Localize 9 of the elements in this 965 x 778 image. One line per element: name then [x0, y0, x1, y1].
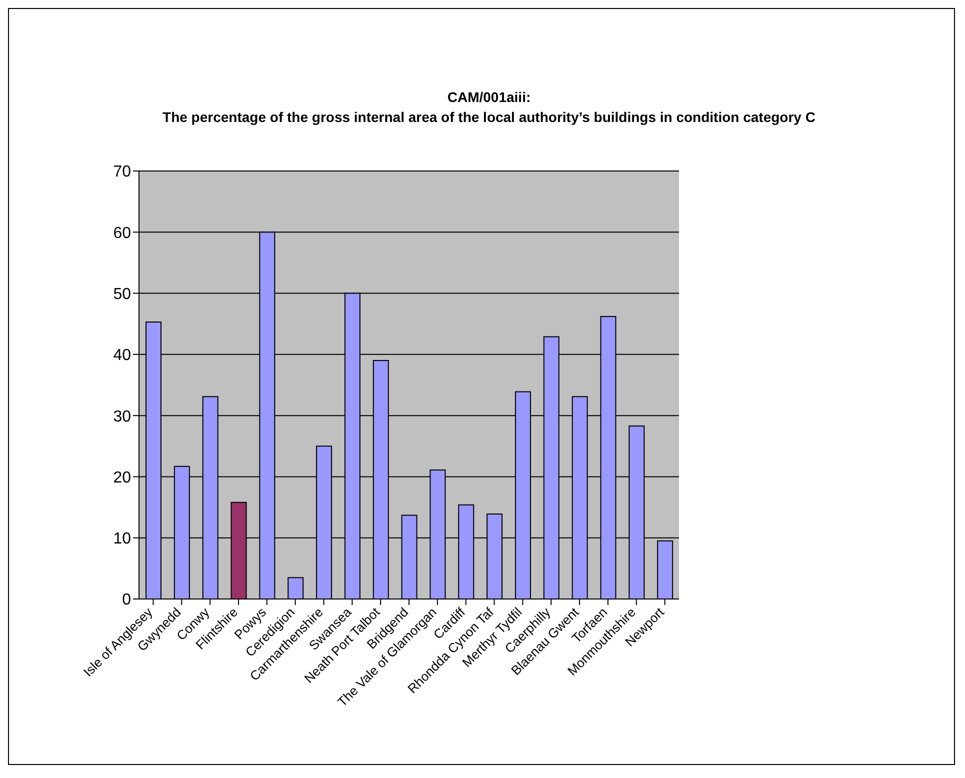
y-tick-label: 60 — [113, 224, 132, 242]
y-tick-label: 0 — [122, 592, 132, 609]
y-tick-label: 30 — [113, 408, 132, 426]
y-tick-label: 70 — [113, 164, 132, 181]
chart-title: CAM/001aiii: The percentage of the gross internal area of the local authority’s buildings in condition category C — [162, 88, 816, 127]
y-tick-label: 50 — [113, 286, 132, 303]
y-tick-label: 10 — [113, 530, 132, 548]
y-tick-label: 20 — [113, 469, 132, 486]
y-tick-label: 40 — [113, 347, 132, 364]
